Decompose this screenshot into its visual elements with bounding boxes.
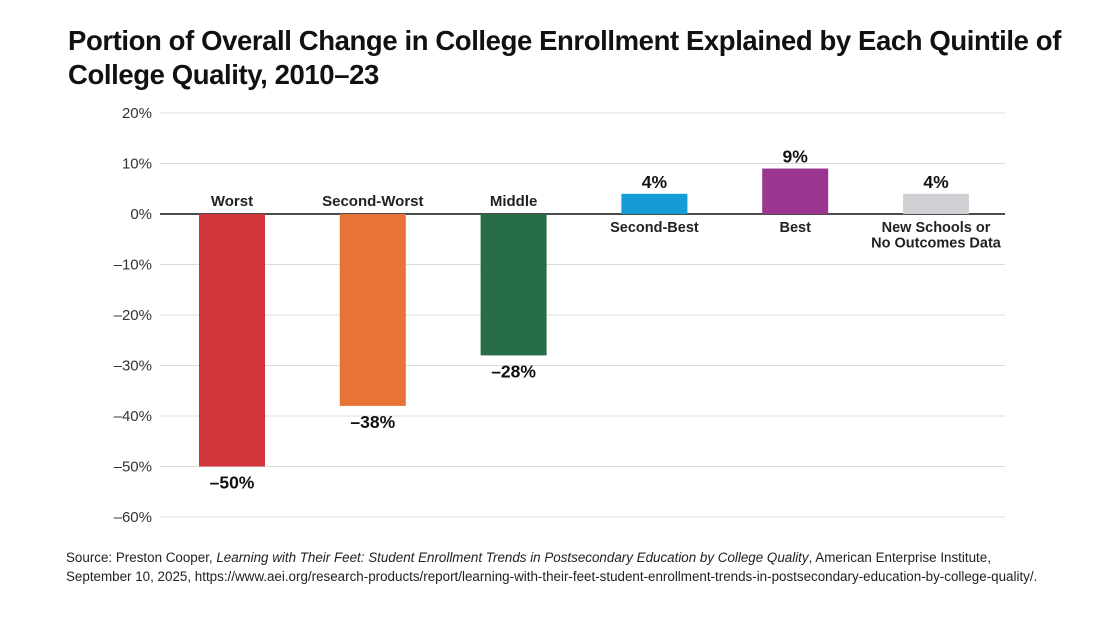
y-tick-label: –50% [114, 459, 152, 476]
value-label: 9% [783, 147, 809, 167]
source-note: Source: Preston Cooper, Learning with Th… [66, 548, 1056, 586]
category-label: No Outcomes Data [871, 236, 1002, 252]
bars [199, 168, 969, 467]
bar [199, 214, 265, 467]
value-label: –38% [350, 412, 395, 432]
y-tick-label: –30% [114, 358, 152, 375]
value-label: –50% [210, 473, 255, 493]
bar [762, 168, 829, 214]
y-tick-label: 0% [130, 206, 152, 223]
source-title: Learning with Their Feet: Student Enroll… [216, 550, 809, 565]
source-prefix: Source: Preston Cooper, [66, 550, 217, 565]
y-tick-label: 20% [122, 105, 152, 122]
bar [903, 193, 969, 214]
value-label: 4% [923, 172, 949, 192]
bar [480, 214, 547, 356]
y-tick-label: –40% [114, 408, 152, 425]
bar [621, 193, 688, 214]
labels: Worst –50% Second-Worst –38% Middle –28% 4% Sec… [210, 147, 1002, 493]
bar [339, 214, 406, 406]
category-label: Second-Worst [322, 193, 423, 210]
y-tick-label: –20% [114, 307, 152, 324]
category-label: Best [779, 220, 811, 236]
source-suffix: , American Enterprise Institute, Septemb… [66, 550, 1038, 584]
y-tick-label: –60% [114, 509, 152, 526]
y-tick-label: –10% [114, 257, 152, 274]
value-label: –28% [491, 361, 536, 381]
y-tick-label: 10% [122, 156, 152, 173]
category-label: Worst [211, 193, 253, 210]
y-axis-ticks: 20% 10% 0% –10% –20% –30% –40% –50% –60% [114, 105, 152, 526]
category-label: Middle [490, 193, 538, 210]
category-label: New Schools or [882, 220, 991, 236]
gridlines [160, 112, 1005, 518]
category-label: Second-Best [610, 220, 699, 236]
value-label: 4% [642, 172, 668, 192]
chart-title: Portion of Overall Change in College Enr… [68, 25, 1061, 90]
